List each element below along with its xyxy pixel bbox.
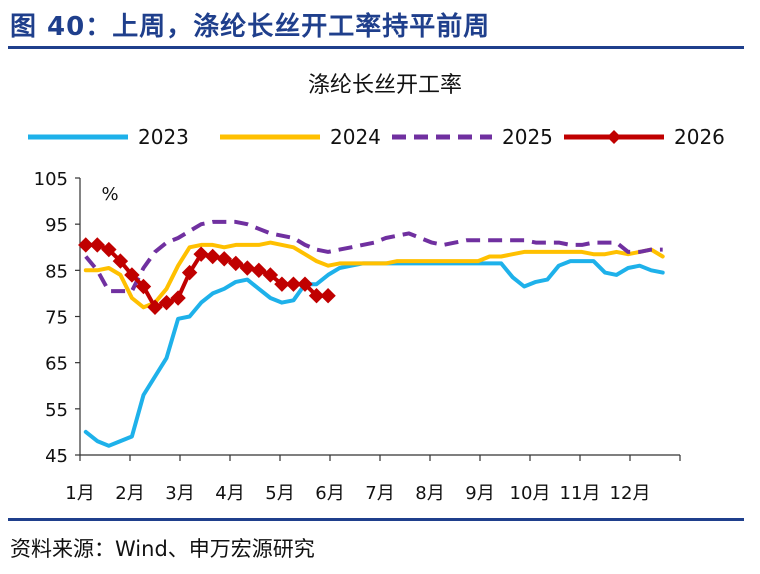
- y-tick-label: 105: [34, 169, 68, 190]
- y-tick-label: 75: [45, 308, 68, 329]
- legend-marker-2026: [607, 130, 621, 144]
- data-point-2026: [308, 288, 325, 304]
- data-point-2026: [170, 290, 186, 306]
- data-point-2026: [101, 241, 117, 258]
- y-tick-label: 85: [45, 261, 68, 282]
- source-rule: [8, 518, 744, 521]
- series-line-2023: [83, 259, 665, 448]
- data-point-2026: [216, 251, 232, 267]
- data-point-2026: [135, 278, 152, 295]
- legend-label-2025: 2025: [502, 125, 553, 149]
- y-tick-label: 55: [45, 400, 68, 421]
- data-point-2026: [124, 267, 140, 283]
- legend: 2023 2024 2025 2026: [28, 125, 725, 149]
- x-tick-label: 11月: [560, 483, 601, 504]
- data-point-2026: [228, 255, 244, 272]
- axes: 45 55 65 75 85 95 105 1月 2月 3月 4月 5月 6月 7月 8月 9月 10月 11月 1…: [34, 169, 681, 504]
- data-point-2026: [181, 264, 198, 281]
- y-tick-label: 65: [45, 354, 68, 375]
- legend-label-2026: 2026: [674, 125, 725, 149]
- x-tick-label: 5月: [265, 483, 294, 504]
- data-point-2026: [274, 276, 290, 292]
- x-tick-label: 3月: [165, 483, 194, 504]
- x-tick-label: 6月: [315, 483, 344, 504]
- series-line-2024: [83, 240, 665, 310]
- series-line-2025: [84, 219, 663, 294]
- data-point-2026: [262, 267, 279, 283]
- x-tick-label: 9月: [465, 483, 494, 504]
- series-layer: [78, 219, 665, 448]
- title-rule: [8, 46, 744, 49]
- data-point-2026: [193, 246, 209, 262]
- data-point-2026: [297, 276, 313, 292]
- data-point-2026: [78, 237, 94, 253]
- y-axis-unit-label: %: [101, 184, 118, 205]
- x-tick-label: 1月: [65, 483, 94, 504]
- figure-title: 图 40：上周，涤纶长丝开工率持平前周: [10, 12, 491, 42]
- data-point-2026: [204, 248, 221, 265]
- chart-title: 涤纶长丝开工率: [308, 73, 462, 98]
- data-point-2026: [251, 262, 267, 279]
- data-point-2026: [147, 299, 163, 315]
- data-point-2026: [285, 276, 302, 292]
- x-tick-label: 2月: [115, 483, 144, 504]
- source-note: 资料来源：Wind、申万宏源研究: [10, 537, 315, 561]
- legend-label-2023: 2023: [138, 125, 189, 149]
- x-tick-label: 12月: [610, 483, 651, 504]
- data-point-2026: [89, 237, 106, 253]
- x-tick-label: 4月: [215, 483, 244, 504]
- y-tick-label: 45: [45, 446, 68, 467]
- data-point-2026: [158, 294, 175, 311]
- x-tick-label: 8月: [415, 483, 444, 504]
- data-point-2026: [239, 260, 256, 276]
- data-point-2026: [112, 253, 129, 269]
- data-point-2026: [320, 288, 336, 304]
- legend-label-2024: 2024: [330, 125, 381, 149]
- x-tick-label: 10月: [510, 483, 551, 504]
- x-tick-label: 7月: [365, 483, 394, 504]
- y-tick-label: 95: [45, 215, 68, 236]
